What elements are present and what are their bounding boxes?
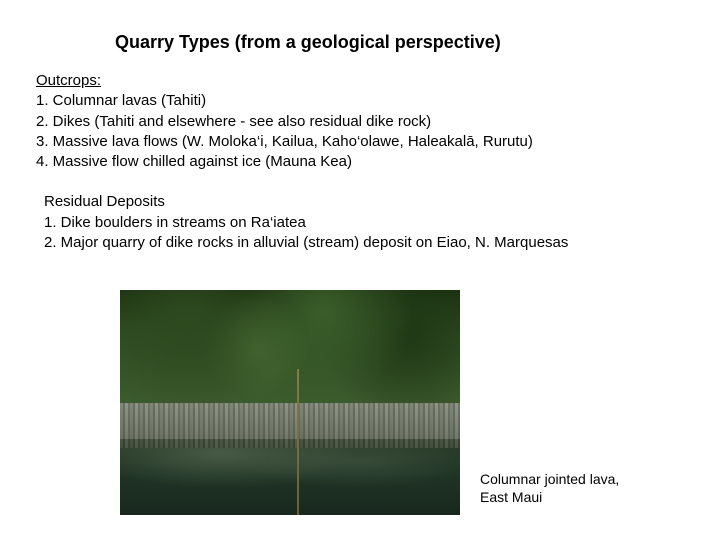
columnar-lava-photo	[120, 290, 460, 515]
outcrops-section: Outcrops: 1. Columnar lavas (Tahiti) 2. …	[0, 53, 720, 172]
photo-vegetation-layer	[120, 290, 460, 403]
outcrops-heading: Outcrops:	[36, 71, 684, 91]
outcrops-item-1: 1. Columnar lavas (Tahiti)	[36, 91, 684, 111]
residual-item-1: 1. Dike boulders in streams on Ra‘iatea	[44, 213, 684, 233]
outcrops-item-2: 2. Dikes (Tahiti and elsewhere - see als…	[36, 112, 684, 132]
residual-deposits-section: Residual Deposits 1. Dike boulders in st…	[0, 172, 720, 253]
residual-heading: Residual Deposits	[44, 192, 684, 212]
photo-water-layer	[120, 439, 460, 516]
caption-line-2: East Maui	[480, 488, 619, 506]
outcrops-item-3: 3. Massive lava flows (W. Moloka‘i, Kail…	[36, 132, 684, 152]
photo-rope-element	[297, 369, 299, 515]
outcrops-item-4: 4. Massive flow chilled against ice (Mau…	[36, 152, 684, 172]
residual-item-2: 2. Major quarry of dike rocks in alluvia…	[44, 233, 684, 253]
caption-line-1: Columnar jointed lava,	[480, 470, 619, 488]
slide-title: Quarry Types (from a geological perspect…	[0, 0, 720, 53]
photo-caption: Columnar jointed lava, East Maui	[480, 470, 619, 506]
figure-photo	[120, 290, 460, 515]
